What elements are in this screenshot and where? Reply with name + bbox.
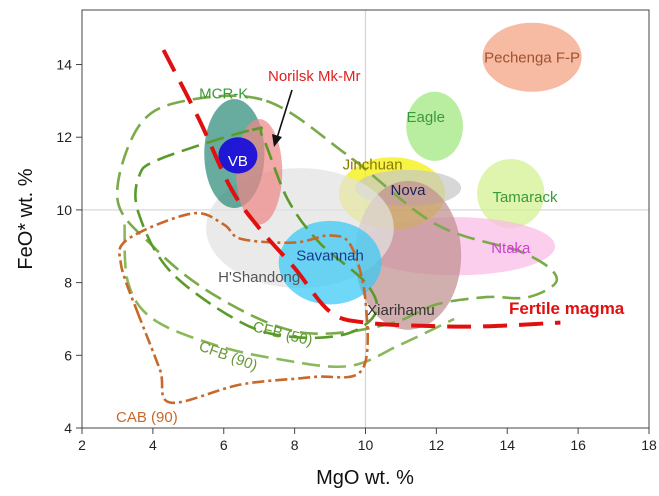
y-tick-label: 4 bbox=[64, 420, 72, 436]
y-axis-label: FeO* wt. % bbox=[15, 168, 37, 269]
x-tick-label: 6 bbox=[220, 437, 228, 453]
field-label-h-shandong: H'Shandong bbox=[218, 269, 300, 286]
x-tick-label: 4 bbox=[149, 437, 157, 453]
curve-mcr-k bbox=[115, 94, 559, 335]
field-vb bbox=[218, 137, 258, 174]
y-tick-label: 6 bbox=[64, 347, 72, 363]
field-pechenga-f-p bbox=[482, 22, 582, 92]
label-cfb-50: CFB (50) bbox=[251, 318, 314, 349]
y-tick-label: 12 bbox=[56, 129, 72, 145]
curves-layer bbox=[115, 94, 559, 405]
x-tick-label: 12 bbox=[429, 437, 445, 453]
label-fertile-magma: Fertile magma bbox=[509, 299, 625, 318]
x-tick-label: 14 bbox=[499, 437, 515, 453]
y-tick-label: 14 bbox=[56, 57, 72, 73]
x-axis-label: MgO wt. % bbox=[316, 467, 414, 489]
norilsk-arrow-head bbox=[272, 134, 282, 147]
field-tamarack bbox=[477, 159, 545, 229]
norilsk-arrow-line bbox=[276, 89, 293, 139]
field-label-jinchuan: Jinchuan bbox=[343, 156, 403, 173]
curve-cfb-50 bbox=[134, 126, 379, 340]
field-label-xiarihamu: Xiarihamu bbox=[367, 302, 435, 319]
x-tick-label: 18 bbox=[641, 437, 657, 453]
y-tick-label: 10 bbox=[56, 202, 72, 218]
field-label-mcr-k: MCR-K bbox=[199, 86, 248, 103]
curve-cfb-90 bbox=[123, 224, 455, 369]
y-tick-label: 8 bbox=[64, 275, 72, 291]
field-label-ntaka: Ntaka bbox=[491, 240, 531, 257]
x-tick-label: 10 bbox=[358, 437, 374, 453]
y-axis: 4 6 8 10 12 14 bbox=[56, 57, 82, 436]
field-label-nova: Nova bbox=[391, 182, 427, 199]
fertile-magma-layer bbox=[161, 49, 561, 329]
label-cab-90: CAB (90) bbox=[116, 409, 178, 426]
field-label-savannah: Savannah bbox=[296, 247, 364, 264]
field-labels-layer: Pechenga F-P Eagle Tamarack Ntaka Jinchuan No… bbox=[199, 49, 580, 319]
x-tick-label: 2 bbox=[78, 437, 86, 453]
label-norilsk: Norilsk Mk-Mr bbox=[268, 68, 360, 85]
field-label-pechenga-f-p: Pechenga F-P bbox=[484, 49, 580, 66]
x-tick-label: 16 bbox=[570, 437, 586, 453]
field-eagle bbox=[406, 91, 463, 161]
x-tick-label: 8 bbox=[291, 437, 299, 453]
field-label-eagle: Eagle bbox=[407, 109, 445, 126]
field-label-vb: VB bbox=[228, 153, 248, 170]
field-label-tamarack: Tamarack bbox=[492, 189, 558, 206]
label-cfb-90: CFB (90) bbox=[197, 338, 260, 375]
curve-cab-90 bbox=[118, 211, 369, 405]
curve-fertile-magma bbox=[161, 49, 561, 329]
x-axis: 2 4 6 8 10 12 14 16 18 bbox=[78, 428, 657, 453]
